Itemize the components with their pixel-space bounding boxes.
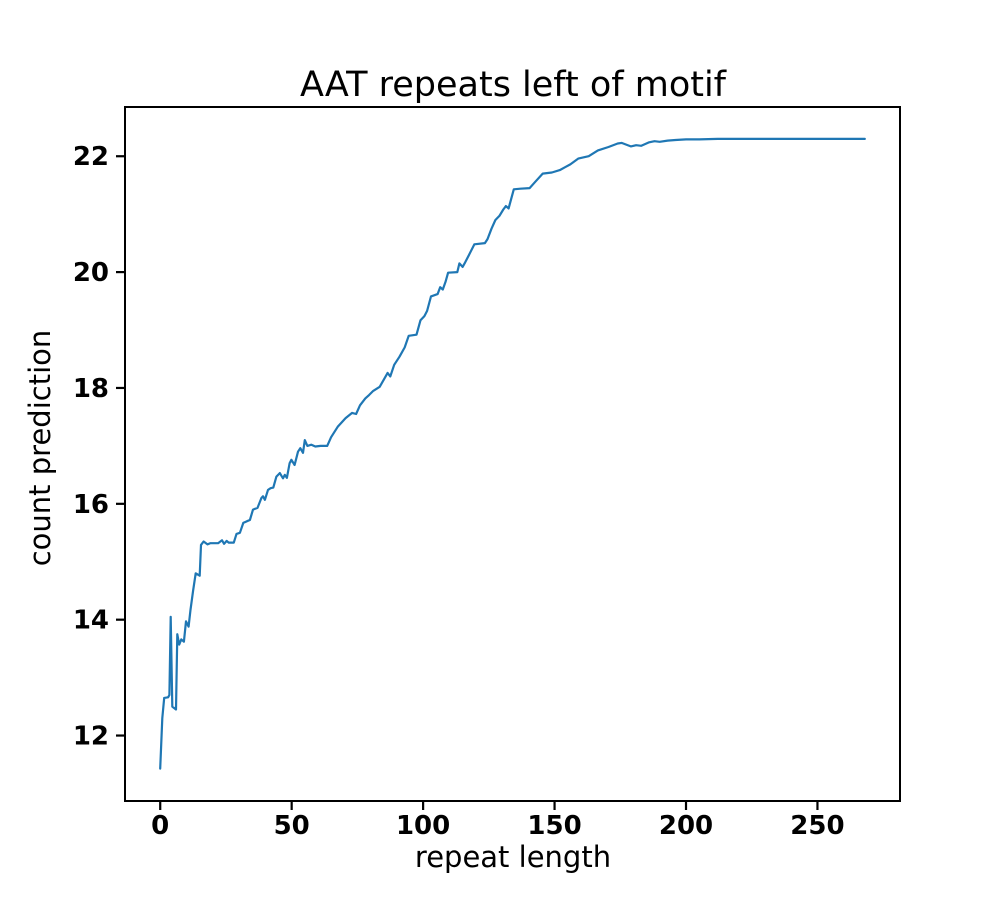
x-axis-label: repeat length bbox=[415, 840, 611, 874]
y-tick-label: 14 bbox=[73, 606, 109, 636]
x-tick-label: 150 bbox=[527, 811, 581, 841]
y-tick-label: 20 bbox=[73, 258, 109, 288]
y-axis-label: count prediction bbox=[23, 330, 57, 567]
series-line bbox=[159, 137, 866, 770]
chart-title: AAT repeats left of motif bbox=[300, 65, 727, 105]
x-tick-label: 100 bbox=[396, 811, 450, 841]
x-tick-label: 250 bbox=[790, 811, 844, 841]
plot-area: 0 50 100 150 200 250 12 14 16 18 20 22 bbox=[73, 106, 901, 841]
y-tick-label: 16 bbox=[73, 490, 109, 520]
x-tick-label: 0 bbox=[151, 811, 169, 841]
y-tick-label: 12 bbox=[73, 722, 109, 752]
y-tick-label: 18 bbox=[73, 374, 109, 404]
y-tick-label: 22 bbox=[73, 142, 109, 172]
x-tick-label: 200 bbox=[659, 811, 713, 841]
plot-border bbox=[124, 106, 901, 802]
x-tick-label: 50 bbox=[274, 811, 310, 841]
